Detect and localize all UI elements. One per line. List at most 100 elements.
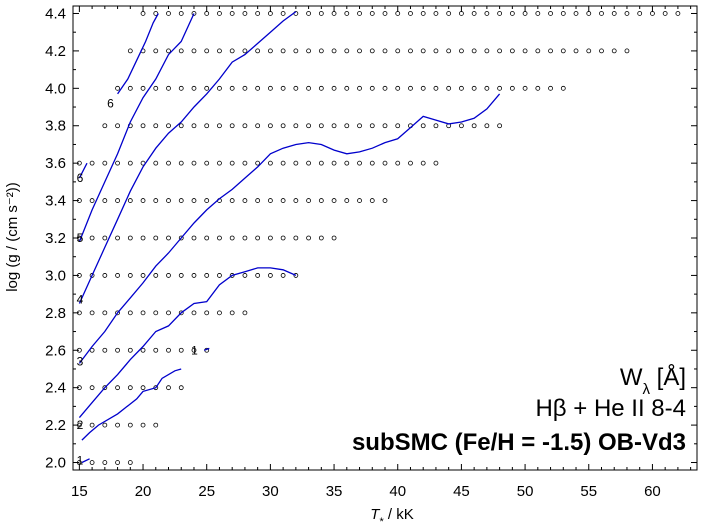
contour-line — [78, 162, 88, 179]
grid-point — [459, 123, 464, 129]
grid-point — [267, 273, 273, 278]
y-tick-label: 2.2 — [45, 417, 66, 434]
grid-point — [509, 11, 515, 16]
grid-point — [204, 273, 210, 278]
grid-point — [331, 198, 337, 203]
grid-point — [280, 85, 286, 91]
contour-lines — [78, 11, 501, 464]
contour-line — [78, 13, 195, 242]
grid-point — [140, 235, 146, 241]
annotation-line1-sub: λ — [642, 381, 650, 398]
x-tick-label: 55 — [580, 483, 597, 500]
contour-label: 2 — [77, 418, 84, 432]
x-tick-label: 25 — [198, 483, 215, 500]
grid-point — [191, 85, 197, 91]
grid-point — [611, 11, 617, 16]
grid-point — [331, 160, 337, 166]
grid-point — [280, 48, 286, 54]
grid-point — [662, 11, 668, 16]
grid-point — [599, 48, 604, 54]
annotation-line1: Wλ [Å] — [620, 363, 686, 398]
grid-point — [369, 85, 375, 91]
grid-point — [293, 235, 299, 241]
grid-point — [280, 160, 286, 166]
grid-point — [242, 198, 248, 203]
grid-point — [242, 273, 248, 278]
grid-point — [318, 48, 324, 54]
x-tick-label: 30 — [262, 483, 279, 500]
grid-point — [535, 11, 541, 16]
grid-point — [115, 85, 120, 91]
contour-label: 5 — [77, 231, 84, 245]
grid-point — [306, 235, 311, 241]
y-tick-label: 2.6 — [45, 342, 66, 359]
grid-point — [102, 123, 108, 129]
grid-point — [306, 48, 311, 54]
contour-label: 1 — [191, 343, 198, 357]
y-axis-title: log (g / (cm s⁻²)) — [4, 182, 21, 292]
grid-point — [369, 11, 375, 16]
grid-point — [127, 422, 133, 428]
grid-point — [267, 85, 273, 91]
y-tick-label: 4.2 — [45, 43, 66, 60]
grid-point — [280, 273, 286, 278]
grid-point — [369, 48, 375, 54]
grid-point — [178, 235, 184, 241]
grid-point — [382, 160, 388, 166]
grid-point — [318, 160, 324, 166]
grid-point — [408, 11, 413, 16]
grid-point — [344, 11, 350, 16]
contour-labels: 1 1 2 3 4 5 6 6 — [77, 96, 199, 467]
grid-point — [471, 11, 477, 16]
grid-point — [459, 48, 464, 54]
grid-point — [127, 273, 133, 278]
grid-point — [140, 310, 146, 316]
grid-point — [344, 48, 350, 54]
grid-point — [471, 48, 477, 54]
grid-point — [178, 123, 184, 129]
grid-point — [586, 48, 592, 54]
grid-point — [204, 85, 210, 91]
grid-point — [115, 198, 120, 203]
grid-point — [127, 310, 133, 316]
grid-point — [306, 11, 311, 16]
axis-ticks — [73, 6, 697, 470]
grid-point — [318, 85, 324, 91]
grid-point — [127, 48, 133, 54]
grid-point — [127, 385, 133, 391]
grid-point — [484, 85, 490, 91]
grid-point — [509, 48, 515, 54]
grid-point — [242, 160, 248, 166]
grid-point — [255, 273, 261, 278]
grid-point — [178, 273, 184, 278]
x-tick-label: 20 — [135, 483, 152, 500]
grid-point — [306, 123, 311, 129]
grid-point — [89, 460, 95, 465]
grid-point — [242, 85, 248, 91]
grid-point — [242, 123, 248, 129]
y-tick-label: 3.8 — [45, 118, 66, 135]
grid-point — [446, 11, 452, 16]
grid-point — [229, 235, 235, 241]
grid-point — [204, 123, 210, 129]
grid-point — [115, 422, 120, 428]
y-tick-label: 2.8 — [45, 305, 66, 322]
grid-point — [242, 310, 248, 316]
grid-point — [255, 48, 261, 54]
grid-point — [178, 160, 184, 166]
grid-point — [153, 160, 159, 166]
grid-point — [115, 385, 120, 391]
grid-point — [89, 273, 95, 278]
grid-point — [433, 11, 439, 16]
grid-point — [280, 123, 286, 129]
x-axis-title-unit: / kK — [384, 506, 414, 523]
y-tick-label: 3.6 — [45, 155, 66, 172]
grid-point — [637, 11, 643, 16]
grid-point — [318, 235, 324, 241]
grid-point — [293, 85, 299, 91]
annotation-line3: subSMC (Fe/H = -1.5) OB-Vd3 — [352, 429, 686, 456]
y-tick-label: 4.4 — [45, 5, 66, 22]
grid-point — [166, 48, 171, 54]
grid-point — [382, 198, 388, 203]
